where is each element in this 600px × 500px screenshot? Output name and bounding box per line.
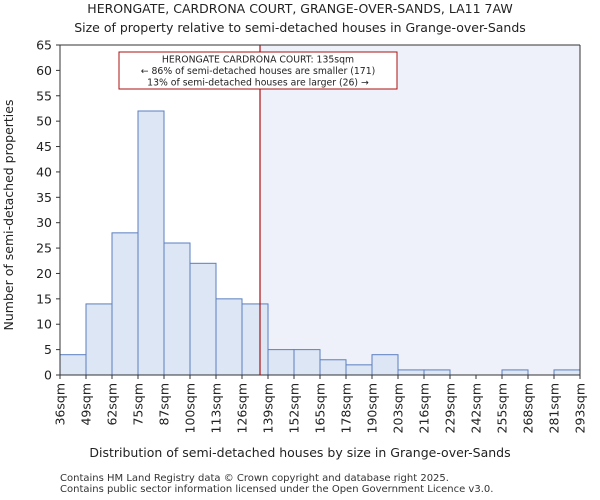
x-tick-label: 75sqm <box>131 383 146 426</box>
x-tick-label: 203sqm <box>391 383 406 433</box>
histogram-bar <box>423 369 451 376</box>
x-tick-label: 139sqm <box>261 383 276 433</box>
x-tick-label: 152sqm <box>287 383 302 433</box>
histogram-bar <box>345 364 373 376</box>
histogram-bar <box>293 349 321 376</box>
footer-attribution-line-1: Contains HM Land Registry data © Crown c… <box>60 473 449 484</box>
annotation-line: 13% of semi-detached houses are larger (… <box>147 78 369 89</box>
x-tick-label: 216sqm <box>417 383 432 433</box>
histogram-bar <box>59 354 87 376</box>
histogram-bar <box>267 349 295 376</box>
histogram-bar <box>501 369 529 376</box>
x-tick-label: 62sqm <box>105 383 120 426</box>
histogram-bar <box>215 298 243 376</box>
footer-attribution-line-2: Contains public sector information licen… <box>60 484 494 495</box>
y-tick-label: 30 <box>36 215 52 230</box>
y-tick-label: 15 <box>36 291 52 306</box>
x-tick-label: 113sqm <box>209 383 224 433</box>
y-axis-label: Number of semi-detached properties <box>1 100 16 331</box>
y-tick-label: 50 <box>36 114 52 129</box>
y-tick-label: 40 <box>36 164 52 179</box>
x-tick-label: 293sqm <box>573 383 588 433</box>
x-tick-label: 281sqm <box>547 383 562 433</box>
y-tick-label: 25 <box>36 241 52 256</box>
x-tick-label: 49sqm <box>79 383 94 426</box>
x-axis-label: Distribution of semi-detached houses by … <box>89 445 510 460</box>
y-tick-label: 55 <box>36 88 52 103</box>
x-tick-label: 36sqm <box>53 383 68 426</box>
x-tick-label: 126sqm <box>235 383 250 433</box>
y-tick-label: 5 <box>44 342 52 357</box>
chart-subtitle: Size of property relative to semi-detach… <box>74 20 526 35</box>
x-tick-label: 87sqm <box>157 383 172 426</box>
histogram-bar <box>111 232 139 376</box>
annotation-line: ← 86% of semi-detached houses are smalle… <box>141 66 375 77</box>
histogram-bar <box>85 303 113 376</box>
x-tick-label: 178sqm <box>339 383 354 433</box>
x-tick-label: 100sqm <box>183 383 198 433</box>
histogram-bar <box>553 369 581 376</box>
x-tick-label: 255sqm <box>495 383 510 433</box>
histogram-bar <box>371 354 399 376</box>
annotation-line: HERONGATE CARDRONA COURT: 135sqm <box>162 55 354 66</box>
y-tick-label: 60 <box>36 63 52 78</box>
x-tick-label: 229sqm <box>443 383 458 433</box>
histogram-bar <box>163 242 191 376</box>
larger-region-shade <box>260 45 580 375</box>
y-tick-label: 20 <box>36 266 52 281</box>
x-tick-label: 268sqm <box>521 383 536 433</box>
x-tick-label: 242sqm <box>469 383 484 433</box>
annotation-box <box>118 51 398 90</box>
histogram-bar <box>397 369 425 376</box>
y-tick-label: 35 <box>36 190 52 205</box>
histogram-bar <box>137 110 165 376</box>
x-tick-label: 165sqm <box>313 383 328 433</box>
chart-title: HERONGATE, CARDRONA COURT, GRANGE-OVER-S… <box>87 1 512 16</box>
x-tick-label: 190sqm <box>365 383 380 433</box>
y-tick-label: 45 <box>36 139 52 154</box>
histogram-bar <box>189 262 217 376</box>
y-tick-label: 10 <box>36 317 52 332</box>
y-tick-label: 0 <box>44 368 52 383</box>
y-tick-label: 65 <box>36 38 52 53</box>
histogram-bar <box>241 303 269 376</box>
histogram-bar <box>319 359 347 376</box>
